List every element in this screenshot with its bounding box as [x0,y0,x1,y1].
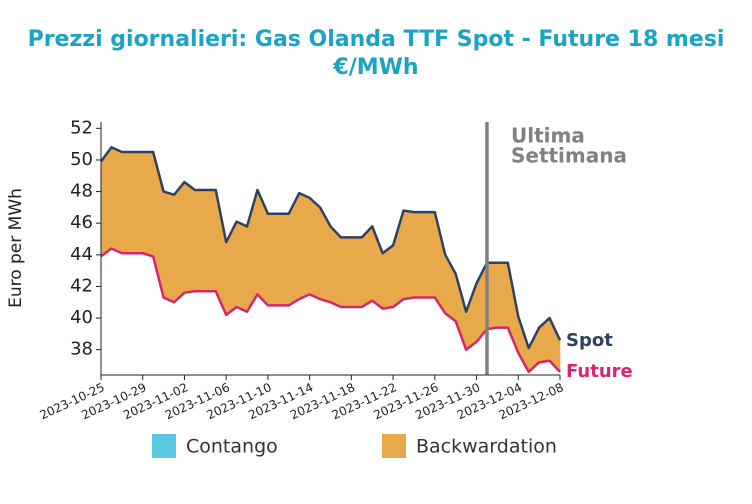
spread-area [413,211,425,298]
y-tick-label: 50 [70,149,93,170]
annotation-text: Ultima [511,124,585,148]
series-label: Future [566,361,633,382]
legend-swatch [152,434,176,458]
spread-area [173,181,185,303]
spread-area [121,151,133,254]
y-tick-label: 52 [70,117,93,138]
series-label: Spot [566,330,613,351]
spread-area [309,197,321,300]
legend-label: Contango [186,436,278,458]
spread-area [111,146,123,254]
spread-area [382,244,394,309]
y-tick-label: 40 [70,307,93,328]
annotation-text: Settimana [511,144,627,168]
spread-area [225,221,237,316]
spread-area [330,225,342,308]
spread-area [278,213,290,306]
y-tick-label: 42 [70,275,93,296]
legend-label: Backwardation [416,436,557,458]
spread-area [142,151,154,257]
spread-area [100,146,112,258]
chart-subtitle: €/MWh [332,55,418,80]
series-line [100,247,561,374]
spread-area [298,192,310,300]
spread-area [351,237,363,308]
spread-area [361,225,373,308]
spread-area [497,262,509,328]
chart-title: Prezzi giornalieri: Gas Olanda TTF Spot … [28,27,725,52]
y-tick-label: 38 [70,339,93,360]
spread-area [340,237,352,308]
spread-area [267,213,279,306]
series-line [99,146,562,350]
spread-area [465,283,477,351]
spread-area [194,189,206,292]
y-tick-label: 48 [70,181,93,202]
spread-area [403,210,415,300]
spread-area [184,181,196,294]
y-axis-label: Euro per MWh [6,188,26,308]
y-tick-label: 44 [70,244,93,265]
y-tick-label: 46 [70,212,93,233]
spread-area [236,221,248,313]
legend-swatch [382,434,406,458]
spread-area [163,191,175,303]
spread-area [205,189,217,292]
spread-area [131,151,144,254]
spread-area [424,211,436,298]
